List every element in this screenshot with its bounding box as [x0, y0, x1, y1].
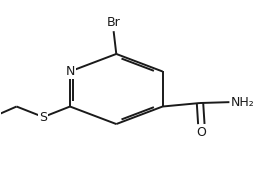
Text: NH₂: NH₂ [231, 96, 254, 109]
Text: S: S [39, 111, 47, 124]
Text: O: O [196, 126, 206, 139]
Text: N: N [65, 65, 75, 78]
Text: Br: Br [107, 15, 120, 28]
